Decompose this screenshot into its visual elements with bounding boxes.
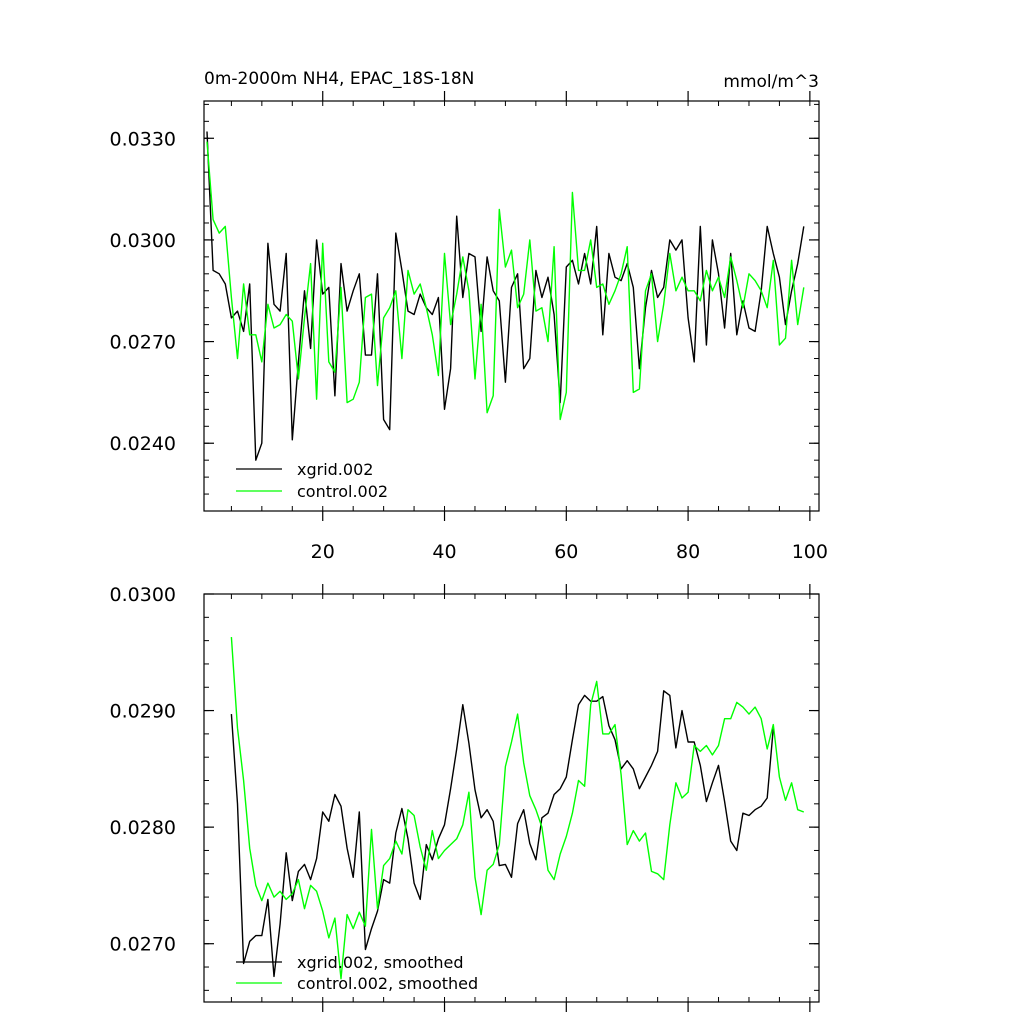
y-tick-label: 0.0290 [110,701,176,723]
top-plot-frame [203,100,820,512]
y-tick-label: 0.0240 [110,433,176,455]
top-legend: xgrid.002 control.002 [236,460,388,501]
series-line-0 [230,690,774,978]
bottom-panel-ticks: 0.0300 0.0290 0.0280 0.0270 [110,584,819,1012]
series-line-0 [206,131,805,461]
x-tick-label: 20 [311,541,335,563]
top-panel-ticks: 0.0330 0.0300 0.0270 0.0240 20 40 60 80 100 [110,91,828,563]
bottom-legend: xgrid.002, smoothed control.002, smoothe… [236,953,478,993]
x-tick-label: 40 [432,541,456,563]
y-tick-label: 0.0270 [110,934,176,956]
top-panel: 0m-2000m NH4, EPAC_18S-18N mmol/m^3 0.03… [110,69,828,563]
legend-label-xgrid: xgrid.002 [297,460,373,479]
legend-label-control: control.002 [297,482,388,501]
x-tick-label: 80 [676,541,700,563]
bottom-panel-series [230,637,805,980]
top-chart-title: 0m-2000m NH4, EPAC_18S-18N [204,69,474,89]
y-tick-label: 0.0300 [110,584,176,606]
top-chart-units: mmol/m^3 [723,72,819,92]
bottom-plot-frame [203,593,820,1003]
bottom-panel: 0.0300 0.0290 0.0280 0.0270 xgrid.002, smoo… [110,584,820,1012]
y-tick-label: 0.0300 [110,230,176,252]
legend-label-control-smoothed: control.002, smoothed [297,974,478,993]
y-tick-label: 0.0330 [110,128,176,150]
legend-label-xgrid-smoothed: xgrid.002, smoothed [297,953,464,972]
y-tick-label: 0.0280 [110,817,176,839]
top-panel-series [206,131,805,461]
series-line-1 [206,141,805,421]
x-tick-label: 60 [554,541,578,563]
series-line-1 [230,637,805,980]
y-tick-label: 0.0270 [110,332,176,354]
x-tick-label: 100 [792,541,828,563]
